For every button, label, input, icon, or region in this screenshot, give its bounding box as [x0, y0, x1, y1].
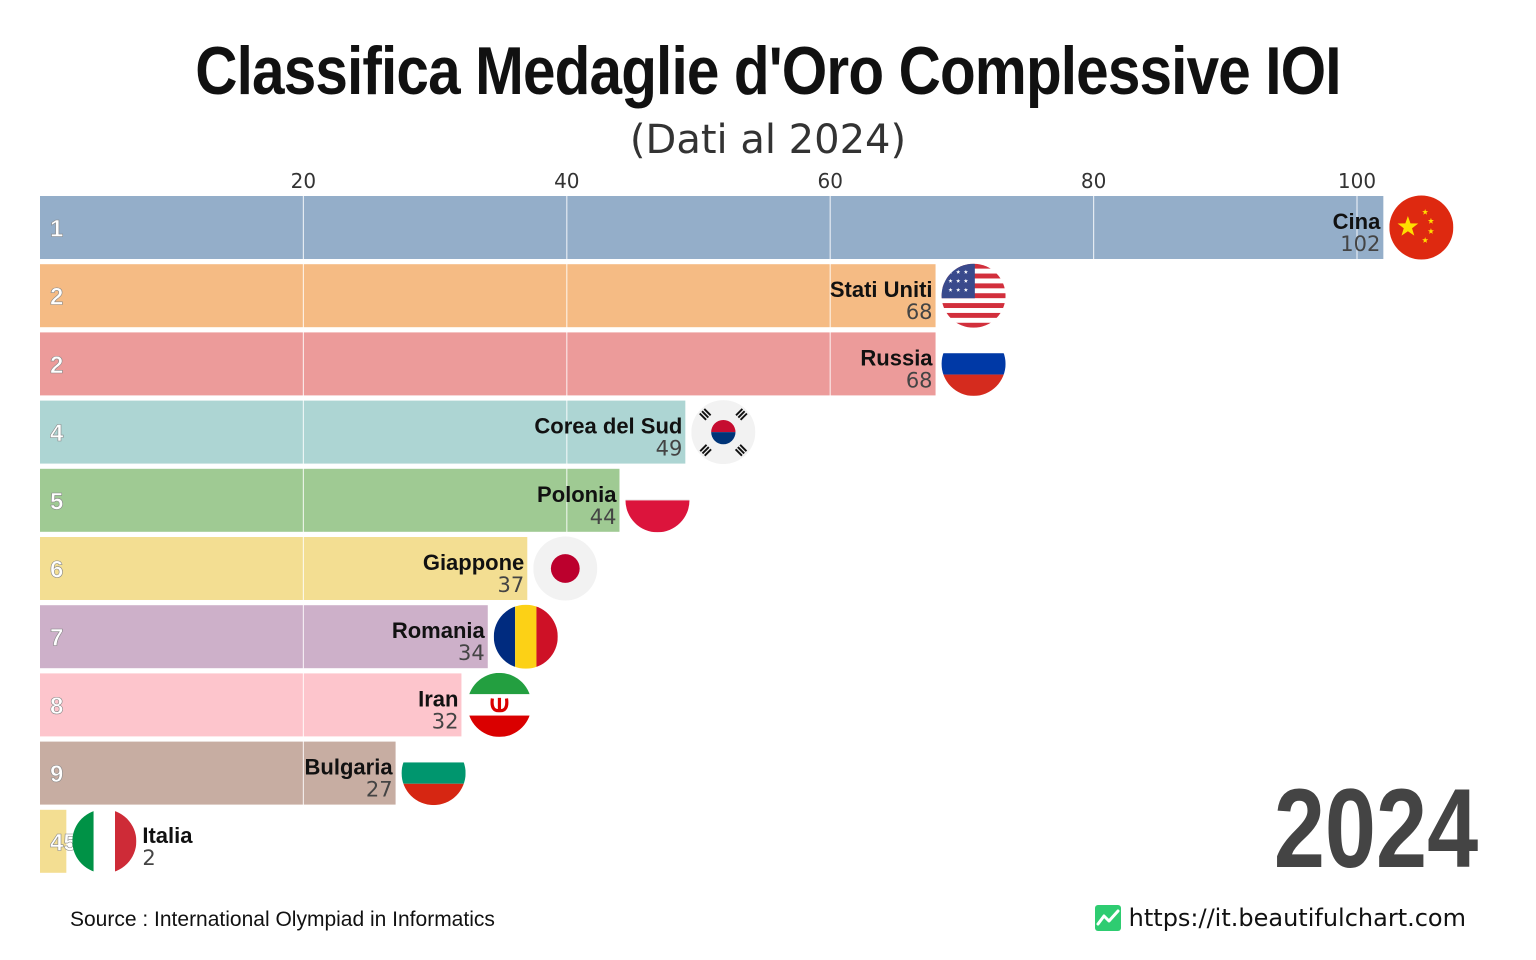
bar-iran [40, 673, 462, 737]
bar-polonia [40, 468, 620, 532]
grid-lines [302, 194, 1358, 873]
value-label: 34 [458, 641, 485, 665]
website-url: https://it.beautifulchart.com [1128, 904, 1466, 932]
bar-giappone [40, 537, 528, 600]
website-link[interactable]: https://it.beautifulchart.com [1094, 904, 1466, 932]
country-label: Romania [392, 618, 486, 643]
value-label: 44 [590, 505, 617, 529]
x-tick-label: 40 [554, 169, 579, 193]
china-flag-icon [1389, 195, 1454, 260]
bar-italia [40, 809, 67, 873]
bar-romania [40, 605, 488, 669]
country-label: Polonia [537, 482, 617, 507]
country-label: Stati Uniti [830, 277, 933, 302]
value-label: 68 [906, 368, 933, 392]
romania-flag-icon [493, 604, 558, 669]
rank-label: 2 [50, 284, 63, 311]
japan-flag-icon [533, 536, 598, 601]
country-label: Cina [1333, 209, 1381, 234]
rank-label: 5 [50, 488, 63, 515]
bar-bulgaria [40, 741, 396, 805]
bar-russia [40, 332, 936, 396]
country-label: Russia [860, 345, 933, 370]
poland-flag-icon [625, 468, 690, 533]
russia-flag-icon [941, 331, 1006, 396]
bar-corea-del-sud [40, 400, 686, 464]
source-text: Source : International Olympiad in Infor… [70, 908, 495, 931]
country-label: Bulgaria [305, 755, 394, 780]
value-label: 49 [656, 437, 683, 461]
usa-flag-icon [941, 263, 1006, 328]
bars-group [40, 196, 1384, 873]
x-tick-label: 100 [1338, 169, 1376, 193]
value-label: 32 [432, 709, 459, 733]
bulgaria-flag-icon [401, 741, 466, 806]
value-label: 37 [498, 573, 525, 597]
country-label: Corea del Sud [534, 414, 682, 439]
value-label: 27 [366, 778, 393, 802]
rank-label: 9 [50, 761, 63, 788]
rank-label: 6 [50, 557, 63, 584]
x-axis-ticks: 20 40 60 80 100 [291, 169, 1376, 193]
x-tick-label: 80 [1081, 169, 1106, 193]
country-label: Italia [142, 823, 193, 848]
rank-label: 4 [50, 420, 64, 447]
rank-label: 8 [50, 693, 63, 720]
chart-subtitle: (Dati al 2024) [629, 117, 907, 163]
beautifulchart-logo-icon [1094, 905, 1121, 931]
value-label: 2 [142, 846, 155, 870]
south-korea-flag-icon [691, 400, 756, 465]
rank-label: 2 [50, 352, 63, 379]
bar-stati-uniti [40, 264, 936, 328]
year-label: 2024 [1273, 766, 1478, 891]
country-label: Iran [418, 686, 458, 711]
x-tick-label: 20 [291, 169, 316, 193]
bar-cina [40, 196, 1384, 259]
chart-title: Classifica Medaglie d'Oro Complessive IO… [195, 33, 1341, 109]
value-label: 68 [906, 300, 933, 324]
italy-flag-icon [72, 809, 137, 874]
rank-label: 7 [50, 625, 63, 652]
iran-flag-icon [467, 672, 532, 737]
country-label: Giappone [423, 550, 524, 575]
rank-label: 1 [50, 216, 63, 243]
x-tick-label: 60 [817, 169, 842, 193]
value-label: 102 [1340, 232, 1380, 256]
